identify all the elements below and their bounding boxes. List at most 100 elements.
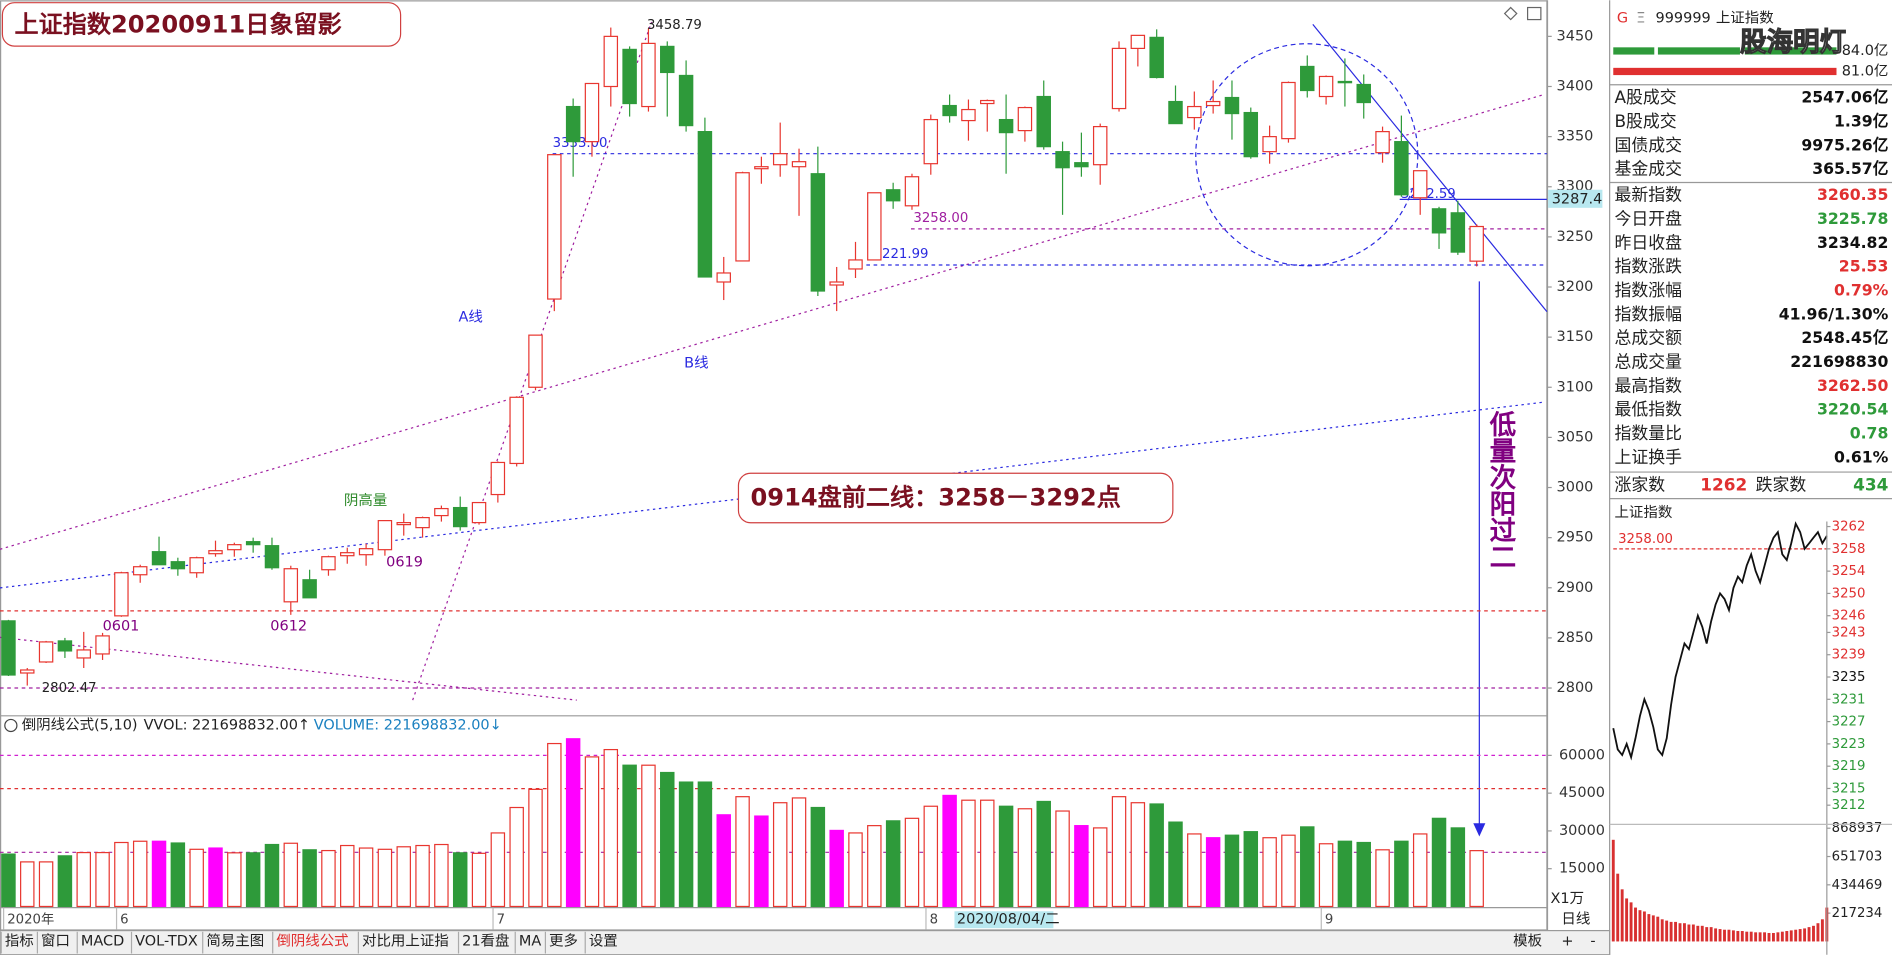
volume-bar bbox=[151, 840, 167, 908]
candle-body bbox=[1092, 125, 1108, 166]
volume-bar bbox=[697, 781, 713, 908]
x-tick-label: 7 bbox=[497, 913, 505, 928]
candle-body bbox=[227, 544, 242, 551]
mini-volume-bar bbox=[1660, 919, 1664, 942]
cursor-date: 2020/08/04/二 bbox=[957, 912, 1060, 928]
tab[interactable]: 设置 bbox=[589, 932, 618, 949]
volume-bar bbox=[904, 817, 920, 908]
tab[interactable]: 模板 bbox=[1513, 931, 1542, 949]
tab[interactable]: 倒阴线公式 bbox=[276, 932, 348, 949]
breadth-label: 涨家数 bbox=[1614, 474, 1665, 494]
row-value: 365.57亿 bbox=[1812, 159, 1888, 178]
tab[interactable]: 更多 bbox=[549, 932, 578, 949]
row-value: 3220.54 bbox=[1817, 400, 1888, 419]
row-value: 2548.45亿 bbox=[1801, 328, 1888, 347]
volume-bar bbox=[603, 748, 619, 908]
mini-volume-bar bbox=[1723, 929, 1726, 942]
mini-title: 上证指数 bbox=[1614, 504, 1672, 521]
candle-body bbox=[980, 99, 995, 105]
volume-bar bbox=[584, 756, 600, 908]
y-tick-label: 2950 bbox=[1557, 530, 1594, 546]
y2-tick-label: 217234 bbox=[1832, 906, 1883, 921]
volume-bar bbox=[132, 840, 148, 908]
volume-bar bbox=[735, 796, 750, 908]
y-tick-label: 3450 bbox=[1557, 28, 1594, 44]
tab[interactable]: - bbox=[1590, 933, 1595, 949]
mini-volume-bar bbox=[1647, 914, 1651, 942]
volume-bar bbox=[340, 844, 355, 908]
candle-body bbox=[358, 548, 374, 556]
row-label: 总成交额 bbox=[1614, 328, 1682, 348]
volume-bar bbox=[114, 841, 129, 908]
volume-bar bbox=[528, 788, 543, 908]
candle-body bbox=[151, 551, 167, 566]
volume-bar bbox=[1036, 800, 1051, 908]
volume-bar bbox=[1187, 833, 1202, 908]
tab[interactable]: 窗口 bbox=[41, 931, 70, 949]
y-tick-label: 3231 bbox=[1832, 692, 1866, 707]
mini-volume-bar bbox=[1776, 932, 1780, 942]
y-tick-label: 30000 bbox=[1559, 823, 1605, 839]
tab[interactable]: 21看盘 bbox=[462, 931, 509, 949]
candle-body bbox=[735, 172, 750, 262]
y-tick-label: 3262 bbox=[1832, 520, 1866, 535]
mini-volume-bar bbox=[1642, 911, 1646, 942]
tab[interactable]: MA bbox=[519, 933, 541, 949]
y-tick-label: 3235 bbox=[1832, 670, 1866, 685]
mini-volume-bar bbox=[1656, 916, 1660, 942]
arrow-head bbox=[1473, 823, 1486, 837]
tab[interactable]: VOL-TDX bbox=[135, 933, 198, 949]
annotation: B线 bbox=[684, 354, 708, 371]
tab[interactable]: 对比用上证指 bbox=[362, 932, 449, 949]
volume-bar bbox=[641, 764, 656, 908]
candle-body bbox=[132, 566, 148, 576]
candle-body bbox=[1394, 141, 1409, 196]
row-value: 3234.82 bbox=[1817, 233, 1888, 252]
volume-bar bbox=[509, 806, 524, 908]
bar-label: 81.0亿 bbox=[1842, 62, 1889, 79]
row-label: 指数振幅 bbox=[1614, 304, 1682, 324]
y-tick-label: 60000 bbox=[1559, 747, 1605, 763]
candle-body bbox=[1300, 65, 1315, 92]
tab[interactable]: + bbox=[1561, 933, 1573, 949]
candle-body bbox=[791, 161, 807, 168]
candle-body bbox=[1149, 36, 1164, 79]
mini-volume-bar bbox=[1727, 929, 1731, 942]
candle-body bbox=[1111, 47, 1127, 110]
mini-volume-bar bbox=[1785, 931, 1789, 942]
candle-body bbox=[1281, 81, 1296, 140]
icon[interactable] bbox=[1526, 6, 1542, 21]
volume-bar bbox=[321, 849, 336, 908]
x-tick-label: 8 bbox=[930, 913, 938, 928]
candle-body bbox=[810, 173, 826, 292]
y-tick-label: 3250 bbox=[1557, 229, 1594, 245]
low-label: 2802.47 bbox=[42, 681, 97, 696]
mini-volume-bar bbox=[1789, 930, 1793, 942]
candle-body bbox=[1074, 162, 1089, 168]
volume-bar bbox=[1111, 796, 1127, 908]
row-value: 0.78 bbox=[1850, 424, 1889, 443]
y-tick-label: 2800 bbox=[1557, 680, 1594, 696]
period[interactable]: 日线 bbox=[1561, 911, 1590, 928]
annotation: 阴高量 bbox=[344, 492, 387, 509]
tab[interactable]: 简易主图 bbox=[206, 932, 264, 949]
candle-body bbox=[1017, 106, 1033, 132]
tab[interactable]: 指标 bbox=[5, 932, 34, 949]
volume-bar bbox=[1149, 803, 1164, 908]
y2-tick-label: 434469 bbox=[1832, 878, 1883, 893]
candle-body bbox=[1450, 212, 1466, 253]
candle-body bbox=[490, 461, 506, 496]
icon[interactable] bbox=[1503, 6, 1518, 21]
volume-bar bbox=[772, 802, 788, 908]
candle-body bbox=[829, 281, 844, 286]
y-tick-label: 3350 bbox=[1557, 129, 1594, 145]
y-tick-label: 2900 bbox=[1557, 580, 1594, 596]
collapse-icon[interactable] bbox=[4, 718, 18, 733]
candle-body bbox=[377, 520, 393, 551]
candle-body bbox=[1262, 136, 1277, 153]
tab[interactable]: MACD bbox=[81, 933, 124, 949]
annotation: 0619 bbox=[386, 555, 423, 571]
volume-bar bbox=[716, 814, 731, 908]
